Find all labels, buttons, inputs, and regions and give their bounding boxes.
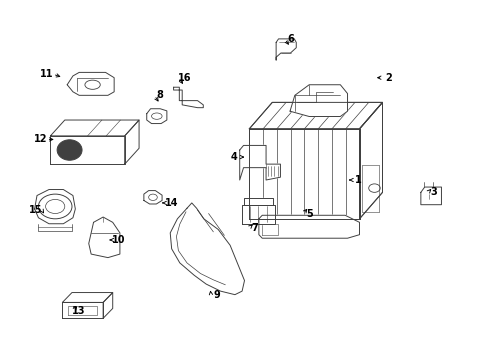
Text: 5: 5: [305, 208, 312, 219]
Text: 12: 12: [34, 134, 47, 144]
Polygon shape: [89, 217, 120, 258]
Polygon shape: [420, 187, 441, 205]
Text: 13: 13: [72, 306, 86, 315]
Text: 4: 4: [230, 152, 237, 162]
Polygon shape: [50, 136, 124, 164]
Ellipse shape: [57, 140, 82, 160]
Text: 6: 6: [286, 34, 293, 44]
Text: 14: 14: [164, 198, 178, 208]
Polygon shape: [244, 198, 272, 205]
Text: 15: 15: [29, 205, 43, 215]
Polygon shape: [35, 189, 75, 224]
Polygon shape: [62, 302, 103, 318]
Polygon shape: [103, 293, 112, 318]
Polygon shape: [249, 102, 382, 129]
Polygon shape: [239, 145, 280, 180]
Text: 7: 7: [251, 222, 258, 233]
Polygon shape: [67, 72, 114, 95]
Polygon shape: [146, 109, 166, 123]
Polygon shape: [143, 190, 162, 204]
Polygon shape: [258, 215, 359, 238]
Polygon shape: [50, 120, 139, 136]
Text: 3: 3: [429, 187, 436, 197]
Polygon shape: [170, 203, 244, 294]
Polygon shape: [124, 120, 139, 164]
Text: 2: 2: [384, 73, 391, 83]
Text: 10: 10: [112, 235, 125, 245]
Text: 8: 8: [156, 90, 163, 100]
Polygon shape: [241, 205, 275, 224]
Text: 9: 9: [213, 290, 220, 300]
Polygon shape: [249, 129, 359, 219]
Text: 11: 11: [40, 69, 54, 79]
Polygon shape: [289, 85, 347, 117]
Text: 1: 1: [354, 175, 361, 185]
Polygon shape: [359, 102, 382, 219]
Polygon shape: [62, 293, 112, 302]
Polygon shape: [276, 39, 296, 60]
Text: 16: 16: [178, 73, 191, 83]
Polygon shape: [173, 87, 203, 108]
